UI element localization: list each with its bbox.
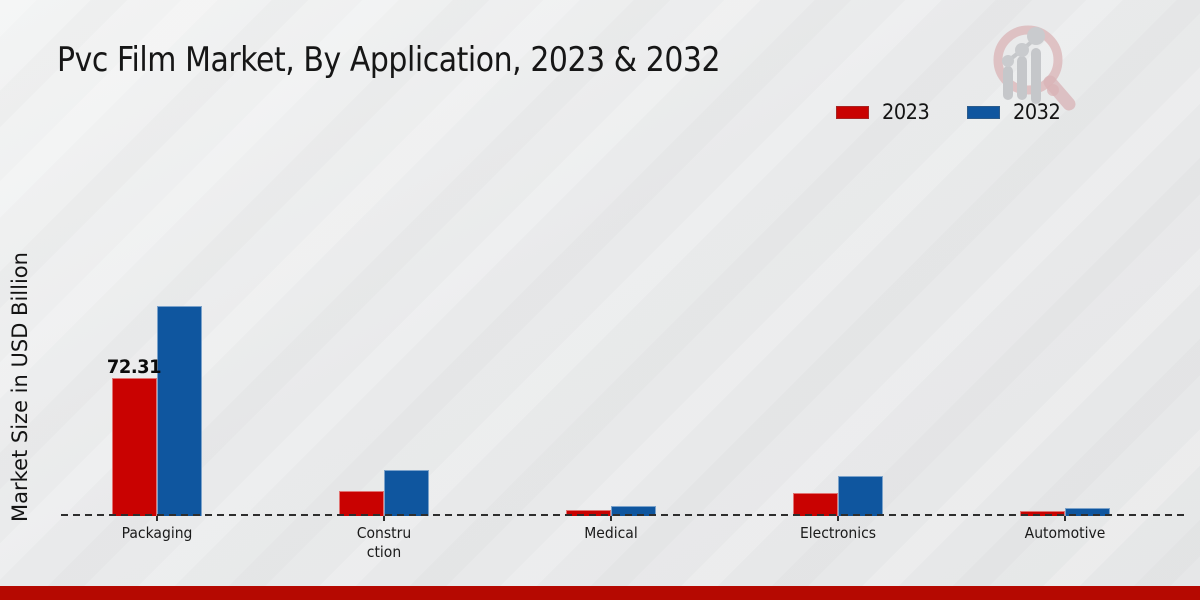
x-axis-tick (609, 516, 612, 521)
legend-swatch-2023 (836, 105, 869, 119)
category-label-medical: Medical (584, 524, 638, 542)
legend-item-2032: 2032 (967, 100, 1064, 124)
bar-construction-2032 (383, 470, 429, 516)
chart-title: Pvc Film Market, By Application, 2023 & … (57, 40, 721, 80)
category-label-electronics: Electronics (800, 524, 877, 542)
bar-medical-2023 (565, 510, 611, 516)
bar-medical-2032 (610, 506, 656, 516)
footer-accent-bar (0, 586, 1200, 600)
x-axis-dashed-line (61, 514, 1187, 516)
growth-chart-magnifier-logo-icon (993, 25, 1076, 111)
legend: 2023 2032 (836, 100, 1065, 124)
bar-value-label: 72.31 (106, 355, 162, 378)
legend-label-2023: 2023 (882, 100, 930, 124)
bar-electronics-2023 (793, 493, 839, 516)
legend-label-2032: 2032 (1013, 100, 1061, 124)
x-axis-tick (1064, 516, 1067, 521)
x-axis-tick (155, 516, 158, 521)
category-label-packaging: Packaging (121, 524, 192, 542)
category-label-construction: Constru ction (356, 524, 411, 561)
category-label-automotive: Automotive (1024, 524, 1106, 542)
bar-electronics-2032 (838, 475, 884, 516)
bar-packaging-2023 (111, 377, 157, 516)
bar-packaging-2032 (156, 306, 202, 516)
bar-automotive-2023 (1020, 511, 1066, 516)
bar-construction-2023 (338, 490, 384, 516)
legend-item-2023: 2023 (836, 100, 933, 124)
x-axis-tick (382, 516, 385, 521)
legend-swatch-2032 (967, 105, 1001, 119)
bar-automotive-2032 (1065, 507, 1111, 516)
x-axis-tick (837, 516, 840, 521)
